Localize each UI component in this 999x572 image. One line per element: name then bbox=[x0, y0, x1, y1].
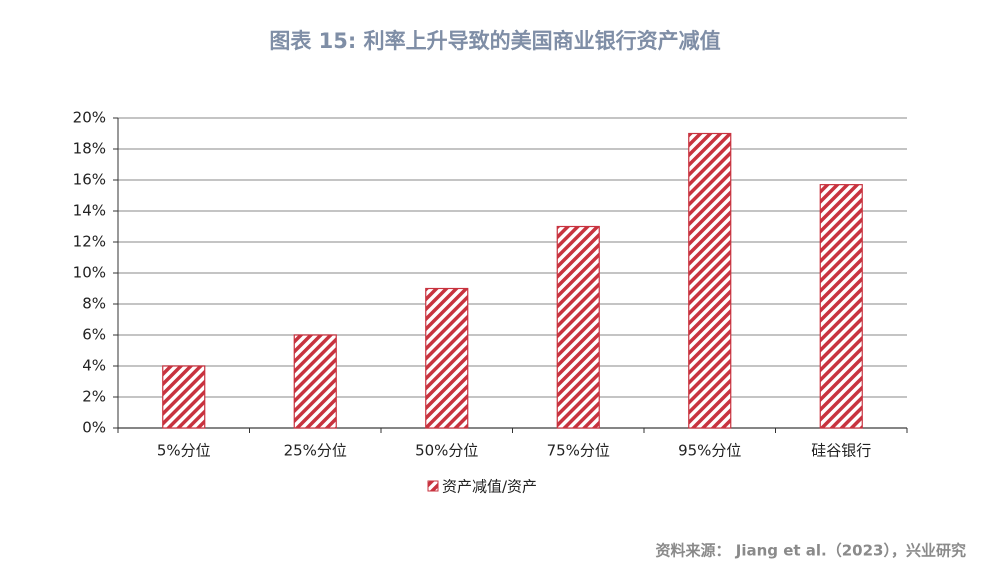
y-tick-label: 14% bbox=[73, 202, 106, 220]
bar bbox=[688, 132, 732, 429]
x-tick-label: 95%分位 bbox=[678, 442, 741, 460]
x-tick-label: 25%分位 bbox=[284, 442, 347, 460]
bar bbox=[556, 225, 600, 429]
x-tick-label: 50%分位 bbox=[415, 442, 478, 460]
y-tick-label: 6% bbox=[82, 326, 106, 344]
y-tick-label: 0% bbox=[82, 419, 106, 437]
legend-swatch bbox=[427, 480, 439, 492]
x-tick-label: 75%分位 bbox=[547, 442, 610, 460]
y-tick-label: 18% bbox=[73, 140, 106, 158]
bar bbox=[425, 287, 469, 429]
bar bbox=[293, 334, 337, 429]
y-tick-label: 10% bbox=[73, 264, 106, 282]
y-tick-label: 8% bbox=[82, 295, 106, 313]
y-tick-label: 12% bbox=[73, 233, 106, 251]
y-tick-label: 20% bbox=[73, 109, 106, 127]
x-tick-label: 5%分位 bbox=[157, 442, 211, 460]
bar bbox=[162, 365, 206, 429]
bar bbox=[819, 184, 863, 429]
legend-label: 资产减值/资产 bbox=[442, 478, 537, 496]
source-note: 资料来源： Jiang et al.（2023），兴业研究 bbox=[656, 542, 966, 560]
y-tick-label: 2% bbox=[82, 388, 106, 406]
chart-title: 图表 15: 利率上升导致的美国商业银行资产减值 bbox=[269, 29, 720, 53]
x-tick-label: 硅谷银行 bbox=[811, 442, 871, 460]
y-tick-label: 16% bbox=[73, 171, 106, 189]
y-tick-label: 4% bbox=[82, 357, 106, 375]
